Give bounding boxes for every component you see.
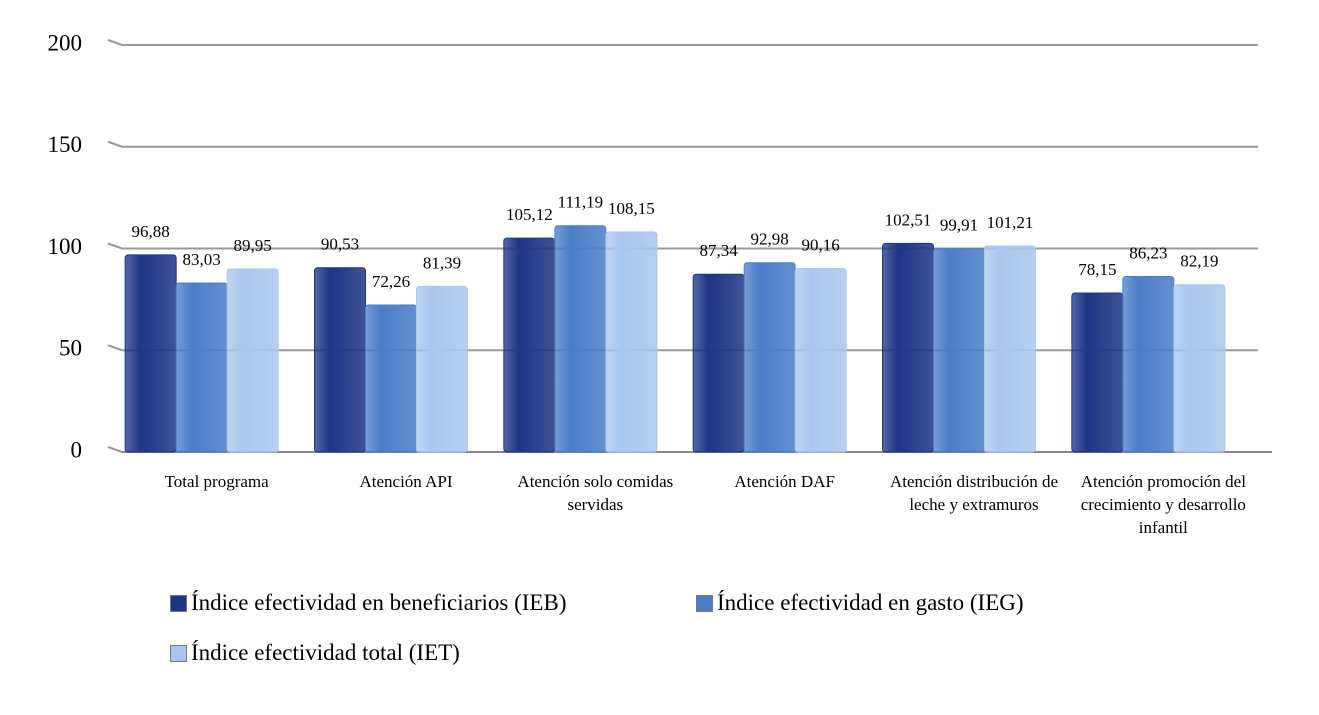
x-tick-label: Total programa (164, 472, 269, 491)
value-label: 90,16 (802, 235, 840, 254)
value-label: 81,39 (423, 253, 461, 272)
bar (416, 285, 468, 453)
value-label: 92,98 (751, 230, 789, 249)
legend-label: Índice efectividad en gasto (IEG) (717, 590, 1024, 615)
bar (314, 267, 366, 453)
x-tick-label: Atención DAF (734, 472, 835, 491)
grid-line-depth (107, 39, 123, 46)
bar (554, 225, 607, 453)
legend-swatch (170, 594, 187, 612)
bar (365, 304, 417, 453)
value-label: 87,34 (700, 241, 739, 260)
bar (175, 282, 228, 453)
x-tick-label: Atención API (359, 472, 453, 491)
value-label: 89,95 (234, 236, 272, 255)
value-label: 101,21 (987, 213, 1034, 232)
value-label: 78,15 (1078, 260, 1116, 279)
legend-entry: Índice efectividad en beneficiarios (IEB… (170, 590, 566, 616)
y-tick-label: 200 (48, 30, 83, 55)
legend-swatch (170, 644, 187, 662)
grid-line-depth (107, 344, 123, 352)
legend-label: Índice efectividad total (IET) (191, 640, 460, 665)
value-label: 102,51 (885, 210, 932, 229)
bar (1071, 292, 1124, 453)
bar (1173, 284, 1226, 453)
value-label: 72,26 (372, 272, 410, 291)
legend-entry: Índice efectividad total (IET) (170, 640, 460, 666)
legend-label: Índice efectividad en beneficiarios (IEB… (191, 590, 567, 615)
bar (1122, 276, 1175, 453)
grid-line-depth (107, 140, 123, 148)
bar (124, 254, 177, 453)
value-label: 86,23 (1129, 243, 1167, 262)
y-tick-label: 100 (48, 234, 83, 259)
value-label: 99,91 (940, 216, 978, 235)
legend-entry: Índice efectividad en gasto (IEG) (696, 590, 1024, 616)
grid-line-depth (107, 446, 123, 453)
bar (692, 273, 745, 453)
bar (984, 245, 1036, 453)
value-label: 105,12 (506, 205, 553, 224)
value-label: 90,53 (321, 235, 359, 254)
y-tick-label: 150 (48, 132, 83, 157)
bar (933, 248, 985, 453)
legend-swatch (696, 594, 713, 612)
value-label: 111,19 (558, 193, 604, 212)
value-label: 83,03 (183, 250, 221, 269)
bar (605, 231, 658, 453)
bar (794, 268, 847, 453)
grid-line-depth (107, 242, 123, 250)
value-label: 96,88 (132, 222, 170, 241)
bar (743, 262, 796, 453)
x-tick-label: Atención distribución de leche y extramu… (889, 472, 1059, 514)
value-label: 108,15 (608, 199, 655, 218)
bar (882, 242, 934, 453)
bar (503, 237, 556, 453)
x-tick-label: Atención solo comidas servidas (517, 472, 674, 514)
bar (226, 268, 279, 453)
value-label: 82,19 (1180, 252, 1218, 271)
x-tick-label: Atención promoción del crecimiento y des… (1080, 472, 1246, 537)
y-tick-label: 0 (71, 437, 83, 462)
y-tick-label: 50 (59, 336, 82, 361)
